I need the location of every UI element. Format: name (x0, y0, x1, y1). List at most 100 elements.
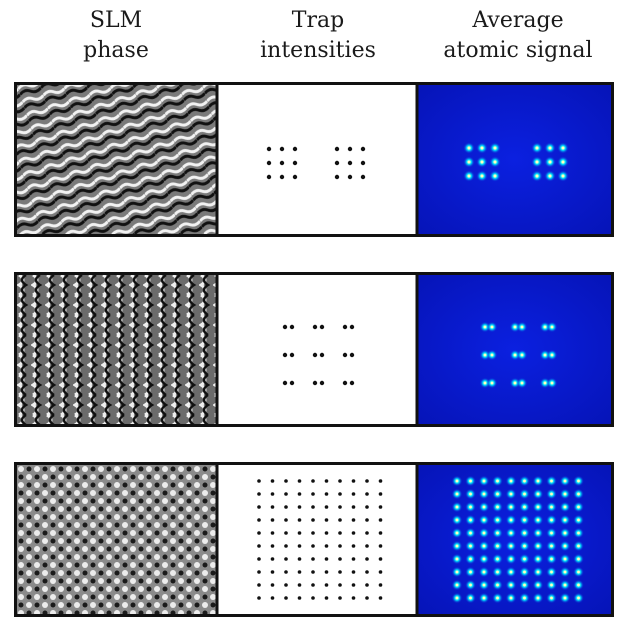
trap-spot (347, 174, 353, 180)
atomic-spot (550, 531, 553, 535)
trap-spot (342, 324, 348, 330)
atomic-spot (455, 518, 459, 522)
trap-spot (257, 505, 261, 509)
atomic-spot (496, 557, 499, 561)
atomic-spot (469, 531, 472, 535)
atomic-spot (496, 505, 499, 509)
atomic-spot (509, 544, 513, 548)
trap-spot (342, 352, 348, 358)
trap-spot (311, 544, 315, 548)
atomic-spot (577, 492, 580, 496)
atomic-spot (469, 544, 472, 548)
trap-spot (351, 570, 356, 574)
header-atomic-line2: atomic signal (443, 38, 593, 63)
trap-spot (338, 518, 342, 522)
atomic-spot (536, 544, 540, 548)
trap-spot (334, 174, 340, 180)
atomic-spot (550, 583, 553, 587)
trap-spot (319, 324, 325, 330)
trap-spot (297, 557, 302, 561)
atomic-spots (463, 142, 569, 182)
trap-spot (365, 544, 369, 548)
atomic-spot (482, 557, 486, 561)
atomic-spots (451, 475, 584, 604)
trap-spot (284, 557, 288, 561)
trap-spot (279, 146, 285, 152)
trap-spot (266, 160, 272, 166)
trap-spot (324, 505, 329, 509)
atomic-spot (513, 381, 517, 385)
atomic-spot (550, 544, 553, 548)
trap-spot (292, 160, 298, 166)
trap-spot (297, 479, 302, 483)
trap-spot (270, 544, 275, 548)
trap-spot (365, 492, 369, 496)
trap-spot (312, 324, 318, 330)
trap-spot (338, 596, 342, 600)
atomic-spot (536, 557, 540, 561)
trap-spot (284, 479, 288, 483)
trap-spot (297, 544, 302, 548)
atomic-spot (563, 544, 567, 548)
trap-spot (378, 505, 383, 509)
trap-spot (270, 479, 275, 483)
trap-spot (324, 479, 329, 483)
atomic-spot (509, 479, 513, 483)
trap-spot (324, 570, 329, 574)
atomic-spot (543, 325, 547, 329)
trap-spot (324, 531, 329, 535)
header-trap-intensities: Trap intensities (218, 6, 418, 66)
trap-spot (312, 380, 318, 386)
trap-spot (311, 570, 315, 574)
atomic-spot (536, 531, 540, 535)
atomic-spot (482, 492, 486, 496)
atomic-spot (467, 160, 471, 164)
figure-row-2 (14, 272, 614, 427)
atomic-spot (509, 557, 513, 561)
atomic-spot (483, 325, 487, 329)
atomic-spots (479, 321, 558, 389)
atomic-spot (509, 518, 513, 522)
trap-spot (338, 544, 342, 548)
atomic-spot (523, 570, 526, 574)
atomic-spot (496, 479, 499, 483)
trap-spot (365, 570, 369, 574)
trap-spot (324, 492, 329, 496)
atomic-signal-panel (417, 465, 611, 614)
atomic-spot (493, 160, 497, 164)
trap-spot (270, 557, 275, 561)
trap-intensity-panel (217, 275, 417, 424)
trap-spot (338, 583, 342, 587)
atomic-spot (535, 160, 539, 164)
trap-spot (284, 544, 288, 548)
trap-spot (334, 160, 340, 166)
trap-spot (311, 557, 315, 561)
trap-spot (351, 479, 356, 483)
trap-spot (342, 380, 348, 386)
trap-intensity-panel (217, 465, 417, 614)
trap-spots (282, 324, 355, 386)
trap-spot (351, 505, 356, 509)
trap-spot (351, 492, 356, 496)
atomic-spot (509, 583, 513, 587)
trap-spot (282, 380, 288, 386)
atomic-spot (482, 570, 486, 574)
trap-spot (257, 570, 261, 574)
atomic-spot (536, 492, 540, 496)
atomic-spot (548, 146, 552, 150)
atomic-spot (577, 479, 580, 483)
header-slm-phase: SLM phase (16, 6, 216, 66)
trap-spot (365, 479, 369, 483)
atomic-spot (490, 353, 494, 357)
trap-spot (311, 518, 315, 522)
trap-spot (289, 352, 295, 358)
trap-spot (319, 380, 325, 386)
atomic-spot (480, 160, 484, 164)
trap-spot (349, 352, 355, 358)
trap-spots (266, 146, 366, 180)
trap-spot (284, 492, 288, 496)
atomic-spot (523, 492, 526, 496)
trap-spot (289, 380, 295, 386)
trap-spot (378, 531, 383, 535)
trap-spot (279, 174, 285, 180)
